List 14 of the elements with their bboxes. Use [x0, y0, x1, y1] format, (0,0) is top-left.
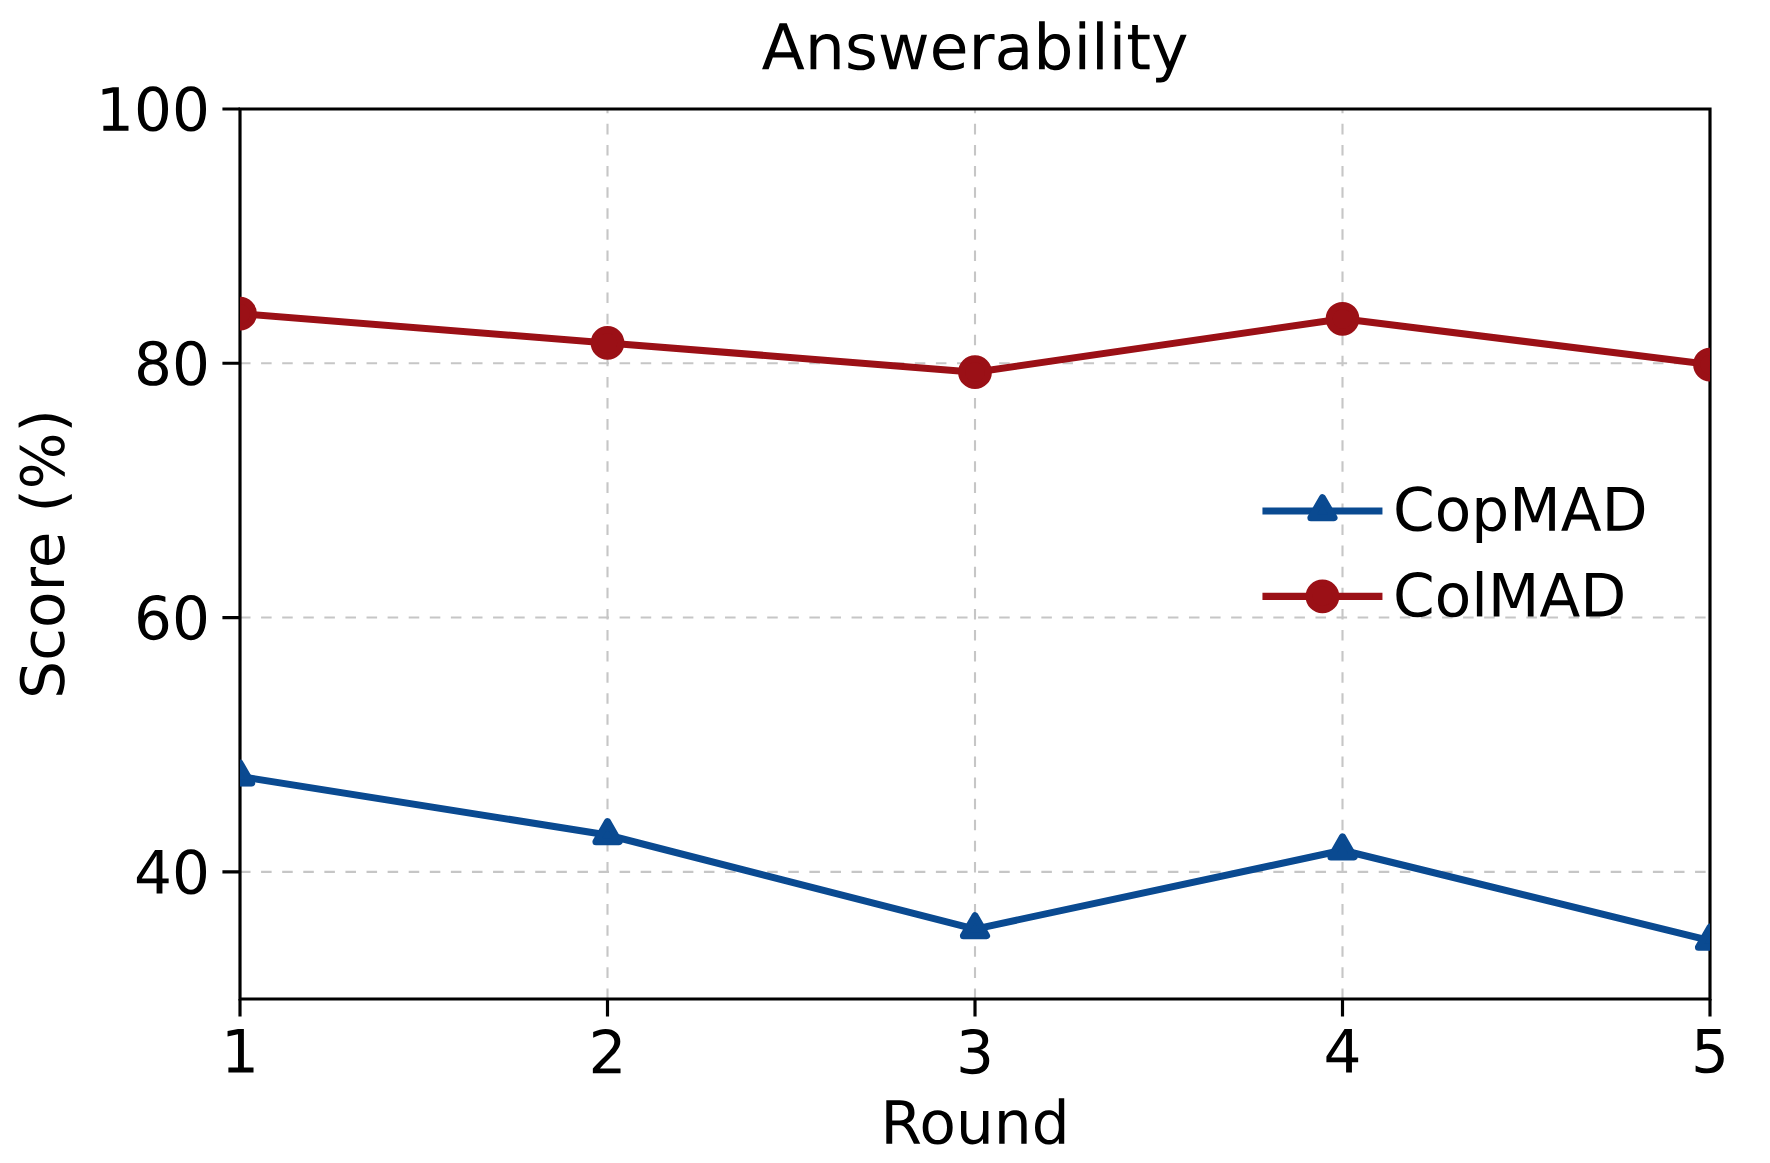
x-axis-title: Round — [886, 1098, 1065, 1145]
legend-label: CopMAD — [1396, 486, 1645, 544]
x-tick-label: 4 — [1326, 1029, 1359, 1073]
x-tick-label: 2 — [592, 1028, 621, 1074]
y-tick-label: 60 — [138, 594, 207, 641]
y-tick-label: 100 — [102, 86, 207, 132]
y-tick-label: 80 — [138, 340, 207, 386]
y-tick-label: 40 — [136, 849, 207, 895]
y-axis-title: Score (%) — [18, 414, 72, 695]
legend-label: ColMAD — [1396, 571, 1623, 618]
x-tick-label: 1 — [227, 1029, 254, 1073]
x-tick-label: 5 — [1695, 1029, 1724, 1074]
chart-title: Answerability — [762, 21, 1187, 83]
x-tick-label: 3 — [960, 1028, 990, 1075]
